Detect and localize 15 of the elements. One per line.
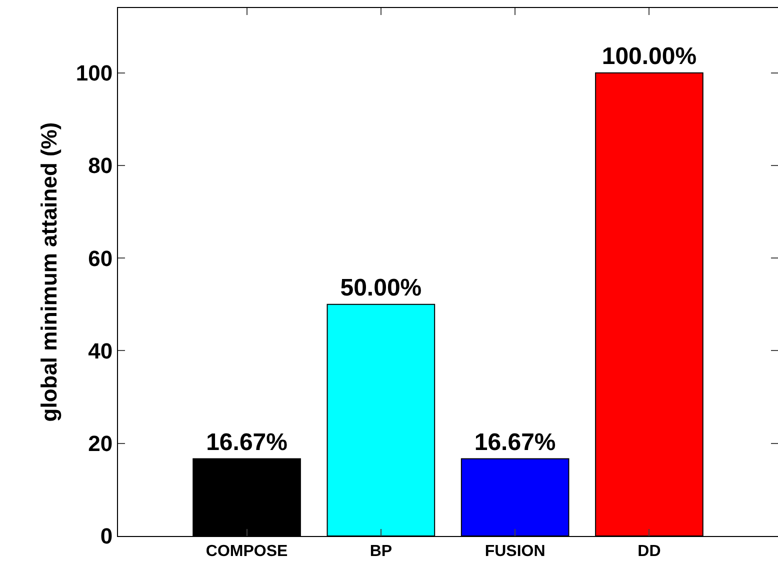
y-tick-label: 20: [88, 431, 113, 456]
data-label: 100.00%: [602, 42, 697, 70]
y-tick-label: 100: [76, 60, 113, 86]
data-label: 50.00%: [340, 274, 422, 302]
y-tick-label: 80: [88, 153, 113, 178]
x-tick-label: BP: [370, 543, 392, 560]
y-tick-label: 0: [100, 524, 113, 549]
data-label: 16.67%: [474, 428, 556, 456]
x-tick-label: DD: [638, 543, 661, 560]
x-tick-label: COMPOSE: [206, 543, 288, 560]
y-axis-title: global minimum attained (%): [36, 122, 62, 422]
y-tick-label: 60: [88, 246, 113, 271]
data-label: 16.67%: [206, 428, 288, 456]
x-tick-label: FUSION: [484, 543, 546, 560]
y-tick-label: 40: [88, 338, 113, 364]
